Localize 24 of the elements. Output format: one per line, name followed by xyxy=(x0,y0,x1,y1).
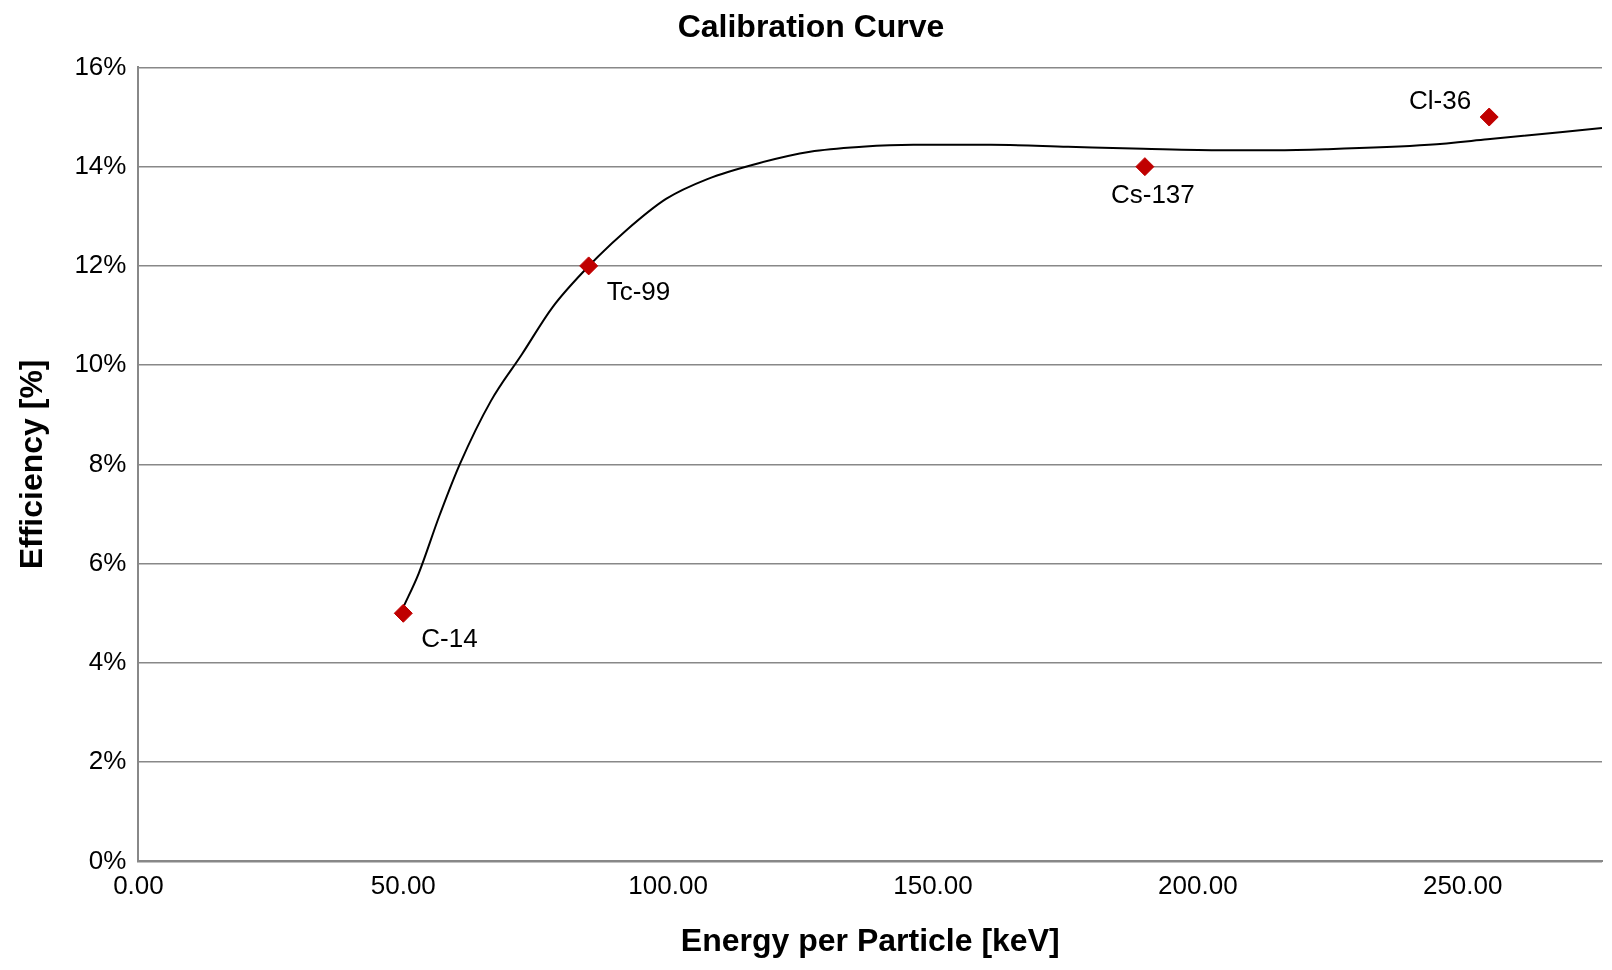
chart-title: Calibration Curve xyxy=(677,8,945,45)
y-axis-title: Efficiency [%] xyxy=(13,359,50,570)
point xyxy=(393,603,413,623)
annotation: C-14 xyxy=(421,623,478,654)
y-tick-label: 16% xyxy=(74,50,127,81)
y-tick-label: 14% xyxy=(74,149,127,180)
annotation: Cl-36 xyxy=(1409,85,1472,116)
x-tick-label: 100.00 xyxy=(628,870,708,901)
point xyxy=(579,256,599,276)
x-tick-label: 250.00 xyxy=(1422,870,1503,901)
point xyxy=(1135,157,1155,177)
y-tick-label: 10% xyxy=(74,348,127,379)
x-tick-label: 150.00 xyxy=(893,870,973,901)
y-tick-label: 2% xyxy=(88,745,127,776)
y-tick-label: 12% xyxy=(74,249,127,280)
y-tick-label: 4% xyxy=(88,646,127,677)
y-tick-label: 6% xyxy=(88,546,127,577)
x-tick-label: 50.00 xyxy=(370,870,436,901)
y-tick-label: 8% xyxy=(88,447,127,478)
annotation: Tc-99 xyxy=(606,276,671,307)
point xyxy=(1479,107,1499,127)
x-axis-title: Energy per Particle [keV] xyxy=(680,921,1060,958)
x-tick-label: 200.00 xyxy=(1158,870,1238,901)
annotation: Cs-137 xyxy=(1110,178,1195,209)
